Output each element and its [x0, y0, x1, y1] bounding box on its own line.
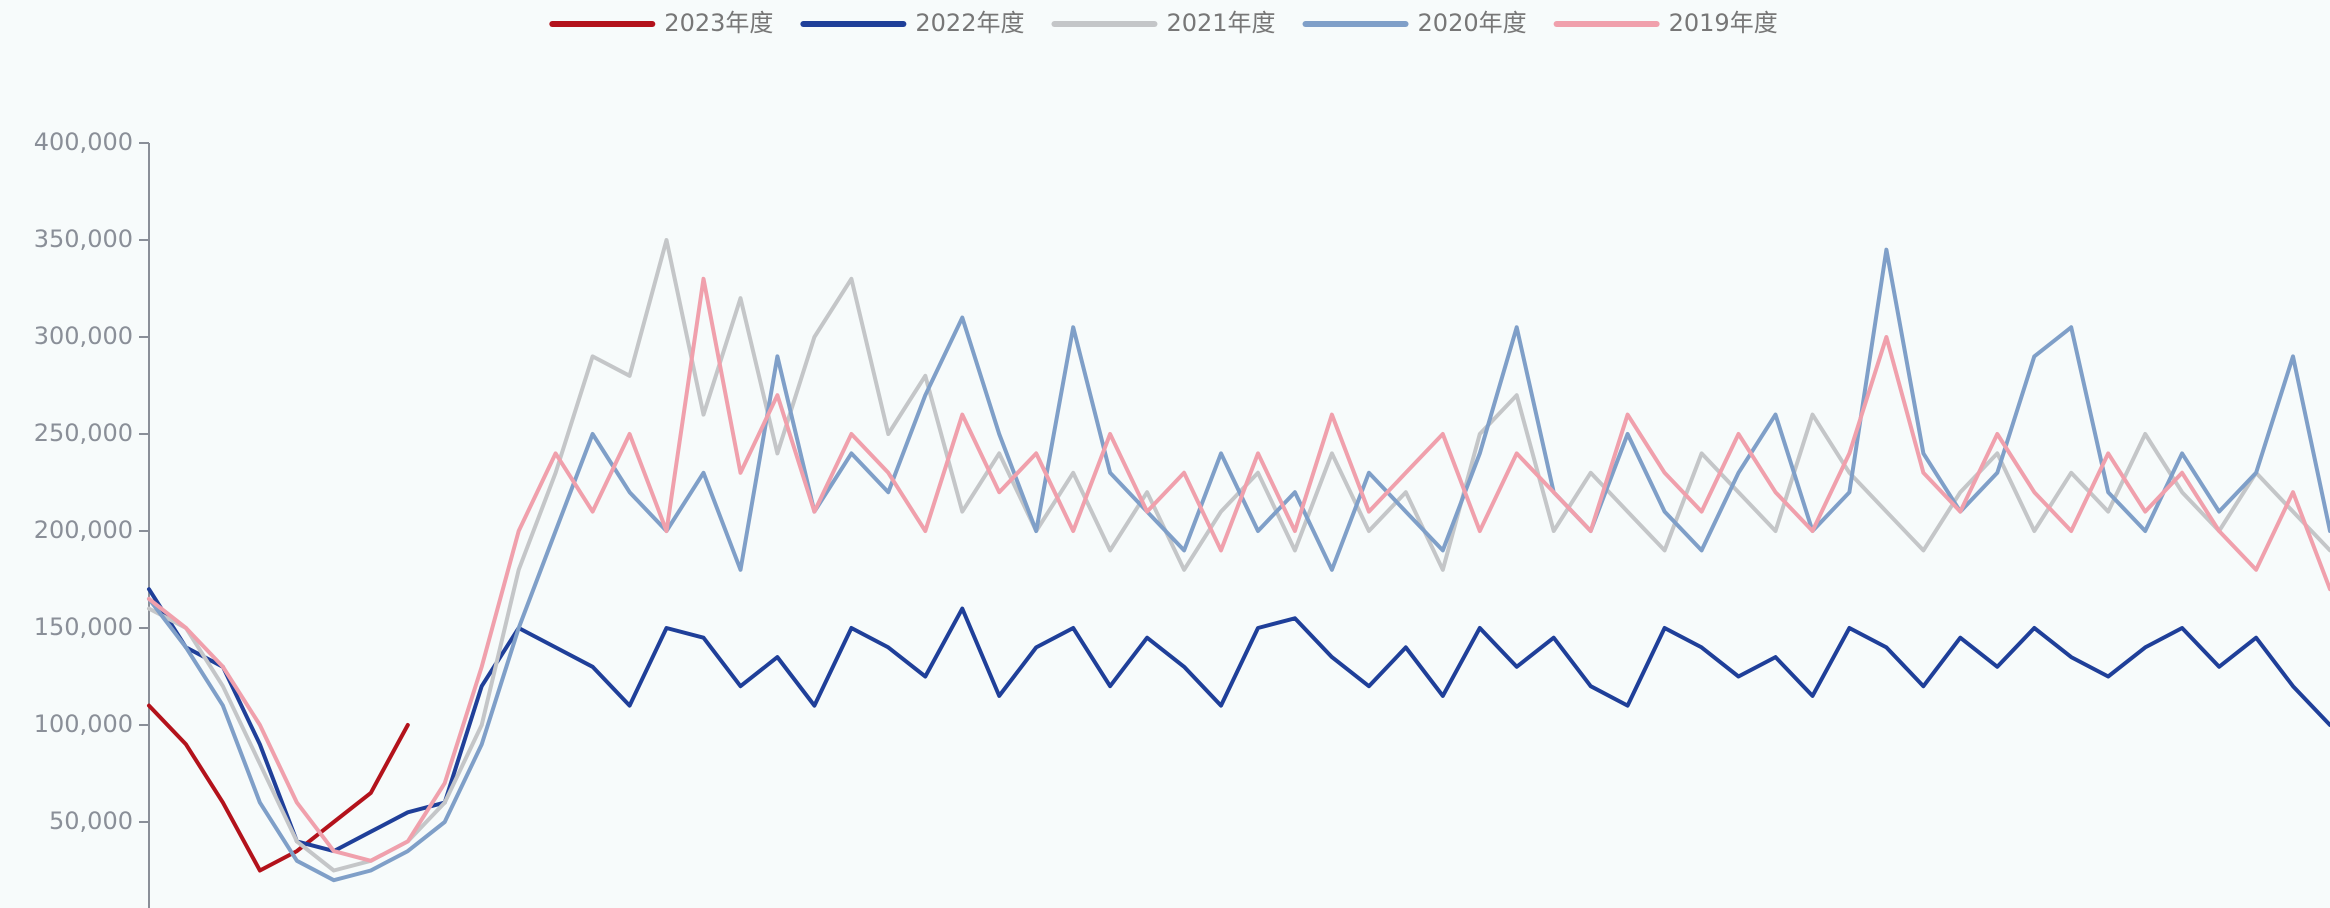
series-line: [147, 587, 2330, 854]
series-line: [147, 247, 2330, 883]
y-tick-label: 200,000: [34, 516, 133, 544]
series-line: [147, 238, 2330, 873]
y-tick-label: 50,000: [49, 807, 133, 835]
y-tick-label: 400,000: [34, 128, 133, 156]
y-tick-label: 250,000: [34, 419, 133, 447]
legend-label: 2022年度: [915, 9, 1024, 37]
legend-label: 2019年度: [1669, 9, 1778, 37]
y-tick-label: 350,000: [34, 225, 133, 253]
y-tick-label: 100,000: [34, 710, 133, 738]
y-tick-label: 150,000: [34, 613, 133, 641]
legend-label: 2023年度: [664, 9, 773, 37]
series-line: [147, 703, 410, 873]
legend: 2023年度 2022年度 2021年度 2020年度 2019年度: [549, 9, 1778, 37]
legend-label: 2021年度: [1166, 9, 1275, 37]
legend-label: 2020年度: [1418, 9, 1527, 37]
series-line: [147, 276, 2330, 863]
y-tick-label: 300,000: [34, 322, 133, 350]
